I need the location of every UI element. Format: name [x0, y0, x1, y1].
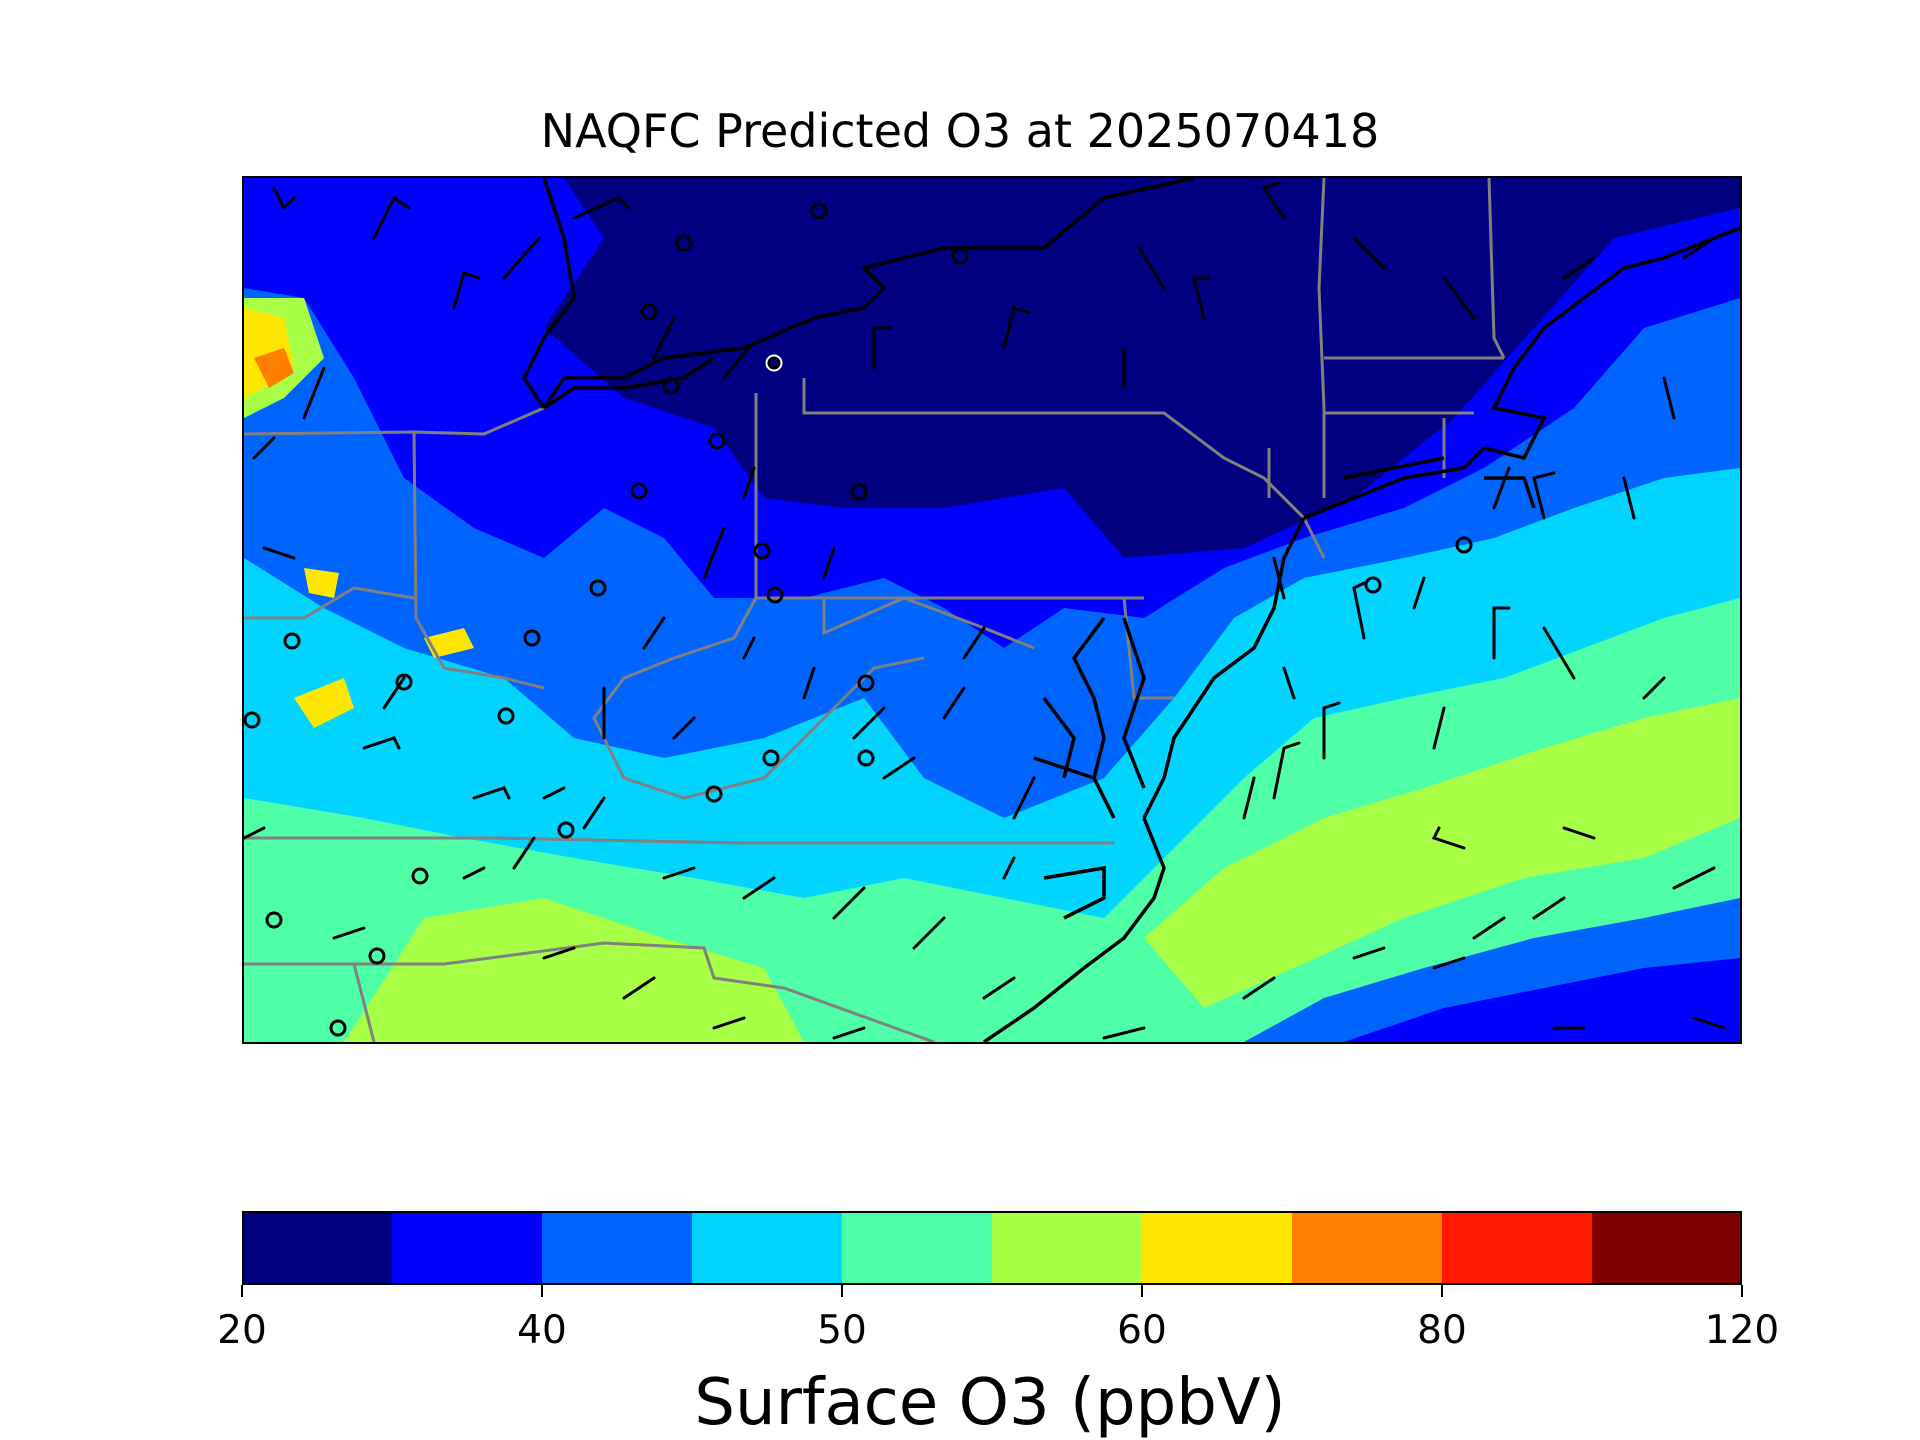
colorbar-tick-label: 120: [1704, 1308, 1780, 1353]
colorbar: [242, 1211, 1742, 1285]
colorbar-tick-label: 40: [517, 1308, 567, 1353]
colorbar-tick-mark: [241, 1285, 243, 1297]
o3-map[interactable]: [242, 176, 1742, 1044]
colorbar-label: Surface O3 (ppbV): [694, 1366, 1286, 1440]
coastlines: [521, 178, 1740, 1042]
colorbar-bin-80-100: [1442, 1211, 1593, 1285]
colorbar-tick-mark: [1741, 1285, 1743, 1297]
colorbar-tick-label: 80: [1417, 1308, 1467, 1353]
colorbar-bin-60-65: [1142, 1211, 1293, 1285]
colorbar-tick-mark: [1141, 1285, 1143, 1297]
colorbar-bin-20-30: [242, 1211, 393, 1285]
colorbar-tick-mark: [841, 1285, 843, 1297]
colorbar-tick-mark: [1441, 1285, 1443, 1297]
colorbar-bin-30-40: [392, 1211, 543, 1285]
colorbar-bin-50-55: [842, 1211, 993, 1285]
map-title: NAQFC Predicted O3 at 2025070418: [540, 104, 1380, 158]
colorbar-tick-label: 20: [217, 1308, 267, 1353]
wind-barbs: [244, 181, 1726, 1040]
colorbar-bin-40-45: [542, 1211, 693, 1285]
colorbar-bin-55-60: [992, 1211, 1143, 1285]
colorbar-tick-mark: [541, 1285, 543, 1297]
colorbar-bin-100-120: [1592, 1211, 1742, 1285]
colorbar-tick-label: 50: [817, 1308, 867, 1353]
colorbar-tick-label: 60: [1117, 1308, 1167, 1353]
colorbar-bin-65-80: [1292, 1211, 1443, 1285]
monitor-sites: [244, 202, 1473, 1037]
ozone-field: [244, 178, 1740, 1042]
colorbar-bin-45-50: [692, 1211, 843, 1285]
